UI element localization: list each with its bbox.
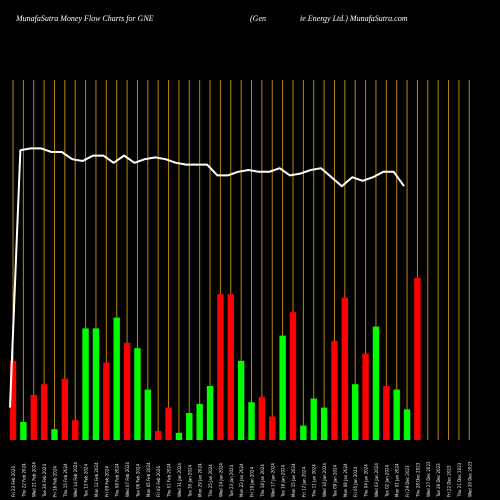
money-flow-bar-down — [154, 431, 162, 440]
money-flow-bar-up — [403, 409, 411, 440]
money-flow-bar-up — [144, 389, 152, 440]
date-tick-label: Thu 01 Feb 2024 — [167, 463, 172, 498]
date-tick-label: Wed 27 Dec 2023 — [426, 461, 431, 497]
date-tick-label: Thu 11 Jan 2024 — [312, 464, 317, 498]
date-tick-label: Fri 16 Feb 2024 — [52, 466, 57, 497]
money-flow-bar-up — [310, 398, 317, 440]
price-line — [9, 147, 405, 408]
money-flow-bar-down — [269, 416, 276, 440]
money-flow-bar-down — [40, 384, 48, 440]
money-flow-bar-up — [279, 335, 286, 440]
date-tick-label: Tue 13 Feb 2024 — [84, 464, 89, 498]
date-tick-label: Wed 24 Jan 2024 — [218, 463, 223, 497]
money-flow-bar-down — [217, 294, 224, 440]
money-flow-bar-up — [134, 348, 141, 440]
date-tick-label: Mon 12 Feb 2024 — [94, 462, 99, 497]
money-flow-bar-down — [30, 395, 37, 440]
date-tick-label: Tue 06 Feb 2024 — [135, 464, 140, 498]
money-flow-bar-down — [123, 342, 131, 440]
money-flow-bar-down — [414, 278, 421, 440]
money-flow-bar-up — [320, 407, 328, 440]
date-tick-label: Wed 10 Jan 2024 — [322, 463, 327, 497]
date-tick-label: Mon 08 Jan 2024 — [343, 463, 348, 497]
money-flow-bar-up — [248, 402, 255, 440]
date-tick-label: Fri 19 Jan 2024 — [250, 467, 255, 497]
money-flow-bar-up — [92, 328, 100, 440]
money-flow-bar-down — [165, 407, 172, 440]
date-tick-label: Wed 03 Jan 2024 — [374, 463, 379, 497]
date-tick-label: Tue 02 Jan 2024 — [384, 464, 389, 498]
date-tick-label: Tue 30 Jan 2024 — [187, 464, 192, 498]
money-flow-bar-up — [237, 360, 245, 440]
date-tick-label: Tue 16 Jan 2024 — [281, 464, 286, 498]
money-flow-bars — [9, 278, 421, 440]
date-tick-label: Wed 07 Feb 2024 — [125, 462, 130, 497]
date-labels: Fri 23 Feb 2024 Thu 22 Feb 2024 Wed 21 Feb… — [11, 461, 472, 498]
money-flow-bar-up — [206, 386, 214, 440]
money-flow-bar-up — [372, 326, 380, 440]
money-flow-bar-up — [300, 425, 307, 440]
date-tick-label: Fri 29 Dec 2023 — [405, 465, 410, 497]
date-tick-label: Thu 08 Feb 2024 — [115, 463, 120, 498]
money-flow-bar-down — [289, 312, 297, 440]
money-flow-bar-down — [341, 297, 349, 440]
date-tick-label: Mon 29 Jan 2024 — [198, 463, 203, 497]
date-tick-label: Thu 15 Feb 2024 — [63, 463, 68, 498]
money-flow-bar-down — [72, 420, 79, 440]
date-tick-label: Mon 22 Jan 2024 — [239, 463, 244, 497]
date-tick-label: Wed 14 Feb 2024 — [73, 462, 78, 497]
date-tick-label: Fri 23 Feb 2024 — [11, 466, 16, 497]
date-tick-label: Tue 26 Dec 2023 — [436, 463, 441, 498]
date-tick-label: Thu 25 Jan 2024 — [208, 464, 213, 498]
chart-title: MunafaSutra Money Flow Charts for GNE — [16, 14, 154, 23]
date-tick-label: Wed 31 Jan 2024 — [177, 463, 182, 497]
date-tick-label: Fri 22 Dec 2023 — [447, 465, 452, 497]
money-flow-bar-down — [383, 386, 390, 440]
money-flow-bar-up — [393, 389, 400, 440]
date-tick-label: Mon 01 Jan 2024 — [395, 463, 400, 497]
money-flow-bar-up — [352, 384, 359, 440]
date-tick-label: Wed 20 Dec 2023 — [467, 461, 472, 497]
date-tick-label: Fri 09 Feb 2024 — [104, 466, 109, 497]
date-tick-label: Fri 12 Jan 2024 — [301, 467, 306, 497]
date-tick-label: Fri 02 Feb 2024 — [156, 466, 161, 497]
date-tick-label: Thu 28 Dec 2023 — [415, 462, 420, 498]
money-flow-bar-down — [227, 294, 234, 440]
money-flow-bar-down — [362, 353, 369, 440]
chart-subtitle-company-end: ie Energy Ltd.) MunafaSutra.com — [300, 14, 408, 23]
date-tick-label: Tue 09 Jan 2024 — [332, 464, 337, 498]
date-tick-label: Thu 04 Jan 2024 — [364, 464, 369, 498]
date-tick-label: Thu 18 Jan 2024 — [260, 464, 265, 498]
money-flow-bar-down — [331, 341, 338, 440]
price-line-layer — [9, 147, 405, 408]
date-tick-label: Fri 05 Jan 2024 — [353, 467, 358, 497]
date-tick-label: Thu 21 Dec 2023 — [457, 462, 462, 498]
date-tick-label: Tue 23 Jan 2024 — [229, 464, 234, 498]
date-tick-label: Mon 05 Feb 2024 — [146, 462, 151, 497]
date-tick-label: Tue 20 Feb 2024 — [42, 464, 47, 498]
money-flow-bar-up — [82, 328, 89, 440]
money-flow-bar-down — [9, 360, 17, 440]
money-flow-bar-up — [51, 429, 58, 440]
date-tick-label: Thu 22 Feb 2024 — [21, 463, 26, 498]
money-flow-bar-down — [103, 362, 110, 440]
money-flow-bar-up — [196, 404, 203, 440]
date-tick-label: Mon 15 Jan 2024 — [291, 463, 296, 497]
date-tick-label: Wed 21 Feb 2024 — [32, 462, 37, 497]
date-tick-label: Wed 17 Jan 2024 — [270, 463, 275, 497]
money-flow-bar-down — [61, 378, 69, 440]
money-flow-bar-up — [20, 422, 27, 440]
money-flow-bar-up — [186, 413, 193, 440]
money-flow-bar-down — [258, 396, 266, 440]
money-flow-bar-up — [175, 432, 183, 440]
money-flow-bar-up — [113, 317, 120, 440]
chart-subtitle-company-start: (Gen — [250, 14, 266, 23]
